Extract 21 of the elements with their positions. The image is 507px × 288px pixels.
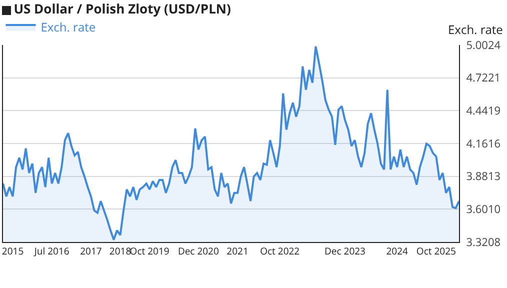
- x-tick-label: 2018: [109, 244, 132, 258]
- y-tick-label: 3.6010: [466, 202, 501, 218]
- y-tick-label: 3.3208: [466, 234, 501, 250]
- x-tick-label: 2017: [80, 244, 102, 258]
- x-tick-label: 2021: [226, 244, 248, 258]
- x-tick-label: Dec 2020: [178, 244, 219, 258]
- y-tick-label: 4.7221: [466, 70, 501, 86]
- chart-title: US Dollar / Polish Zloty (USD/PLN): [14, 0, 231, 18]
- y-axis-title: Exch. rate: [448, 21, 504, 38]
- x-tick-label: Oct 2022: [260, 244, 300, 258]
- x-tick-label: 2024: [386, 244, 409, 258]
- x-tick-label: 2015: [2, 244, 24, 258]
- x-tick-label: Jul 2016: [33, 244, 70, 258]
- y-tick-label: 4.1616: [466, 136, 501, 152]
- x-tick-label: Oct 2019: [130, 244, 170, 258]
- y-tick-label: 4.4419: [466, 104, 501, 119]
- legend-label: Exch. rate: [40, 18, 96, 36]
- y-tick-label: 3.8813: [466, 169, 501, 184]
- x-tick-label: Dec 2023: [324, 244, 366, 258]
- y-tick-label: 5.0024: [466, 38, 502, 53]
- x-tick-label: Oct 2025: [416, 244, 456, 258]
